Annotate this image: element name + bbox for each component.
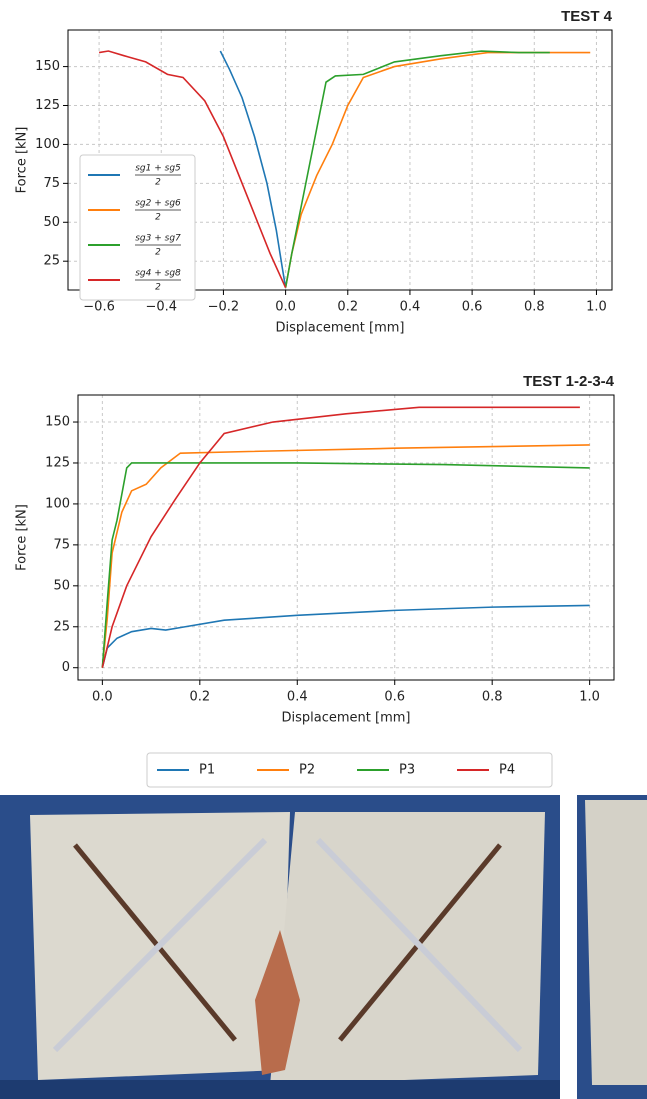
y-tick-label: 125 (35, 98, 60, 113)
legend-box (79, 154, 196, 301)
legend-label: sg2 + sg6 (135, 199, 181, 209)
x-tick-label: 0.8 (482, 690, 503, 705)
plot-frame (77, 394, 615, 681)
y-tick-label: 50 (53, 578, 70, 593)
base-beam (0, 1080, 560, 1099)
x-tick-label: 0.8 (524, 300, 545, 315)
x-tick-label: 1.0 (586, 300, 607, 315)
y-tick-label: 150 (45, 415, 70, 430)
y-tick-label: 50 (43, 215, 60, 230)
legend-label: P4 (499, 763, 515, 778)
series-line (101, 406, 580, 668)
legend-label: sg3 + sg7 (135, 234, 181, 244)
y-tick-label: 25 (43, 254, 60, 269)
y-tick-label: 0 (62, 660, 70, 675)
legend-label: P1 (199, 763, 215, 778)
x-axis-label: Displacement [mm] (276, 321, 405, 336)
x-tick-label: 0.4 (400, 300, 421, 315)
x-tick-label: −0.2 (208, 300, 240, 315)
series-line (219, 50, 287, 288)
y-axis-label: Force [kN] (15, 127, 30, 194)
brace (73, 843, 237, 1042)
y-tick-label: 100 (45, 496, 70, 511)
x-tick-label: 0.0 (92, 690, 113, 705)
series-line (284, 51, 591, 288)
wall-panel-right (270, 812, 545, 1085)
series-line (101, 444, 590, 668)
legend: sg1 + sg5 2 sg2 + sg6 2 sg3 + sg7 2 sg4 + sg8 2 (79, 154, 196, 301)
brace (315, 837, 523, 1053)
x-axis-label: Displacement [mm] (282, 711, 411, 726)
x-tick-label: 0.2 (189, 690, 210, 705)
y-tick-label: 100 (35, 137, 60, 152)
y-tick-label: 150 (35, 59, 60, 74)
x-tick-label: 0.6 (462, 300, 483, 315)
wall-panel-side (585, 800, 647, 1085)
legend-denominator: 2 (155, 178, 161, 188)
photo-gap (560, 795, 577, 1099)
legend-label: P2 (299, 763, 315, 778)
brace (52, 837, 268, 1053)
y-axis-label: Force [kN] (15, 504, 30, 571)
chart-title: TEST 4 (561, 8, 613, 25)
legend-denominator: 2 (155, 283, 161, 293)
plot-frame (67, 29, 613, 291)
chart-title: TEST 1-2-3-4 (523, 373, 615, 390)
x-tick-label: 1.0 (579, 690, 600, 705)
x-tick-label: −0.6 (83, 300, 115, 315)
brick-crack (255, 930, 300, 1075)
x-tick-label: −0.4 (145, 300, 177, 315)
photo (0, 795, 647, 1099)
legend: P1 P2 P3 P4 (146, 752, 553, 788)
series-line (284, 50, 550, 288)
x-tick-label: 0.2 (337, 300, 358, 315)
x-tick-label: 0.0 (275, 300, 296, 315)
series-line (101, 604, 590, 668)
legend-denominator: 2 (155, 213, 161, 223)
series-line (98, 50, 287, 288)
legend-box (146, 752, 553, 788)
y-tick-label: 75 (53, 537, 70, 552)
legend-denominator: 2 (155, 248, 161, 258)
x-tick-label: 0.4 (287, 690, 308, 705)
y-tick-label: 125 (45, 455, 70, 470)
x-tick-label: 0.6 (384, 690, 405, 705)
legend-label: sg1 + sg5 (135, 164, 181, 174)
y-tick-label: 75 (43, 176, 60, 191)
legend-label: sg4 + sg8 (135, 269, 181, 279)
series-line (101, 462, 590, 668)
y-tick-label: 25 (53, 619, 70, 634)
legend-label: P3 (399, 763, 415, 778)
